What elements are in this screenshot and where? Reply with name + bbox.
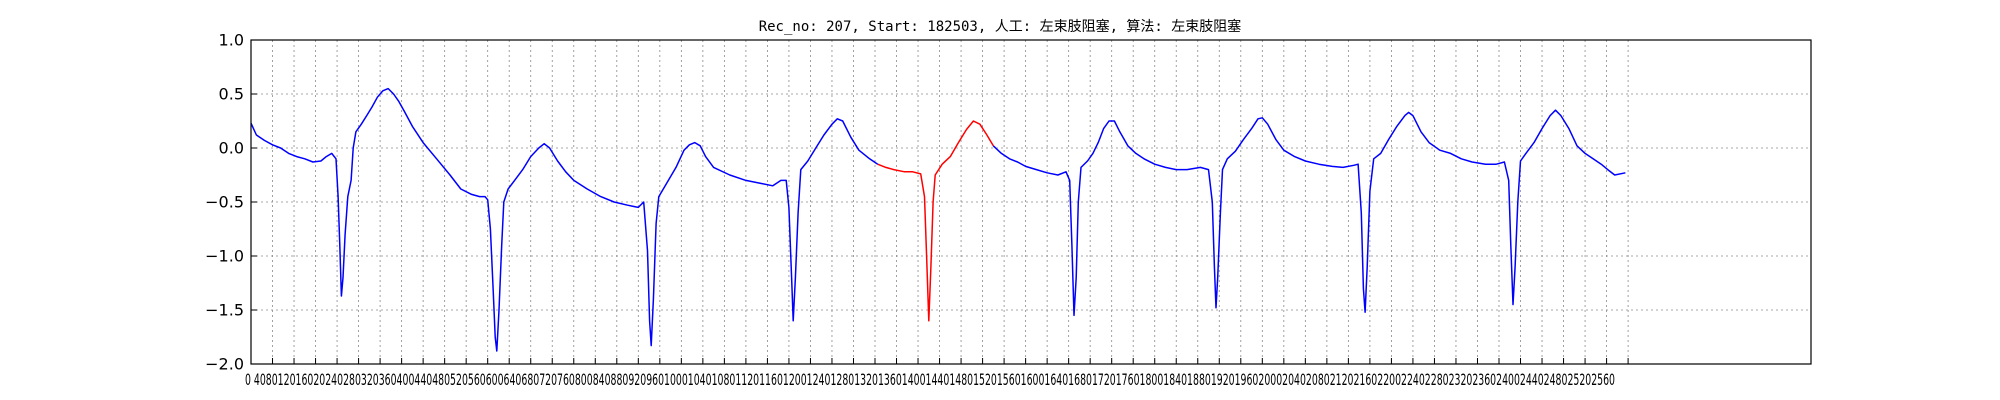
- y-tick-label: −1.0: [205, 247, 244, 266]
- y-tick-label: −0.5: [205, 193, 244, 212]
- y-tick-label: −2.0: [205, 355, 244, 374]
- ecg-highlight-segment: [877, 120, 994, 322]
- ecg-trace-segment: [250, 87, 879, 352]
- y-tick-label: 0.5: [219, 85, 244, 104]
- y-tick-label: −1.5: [205, 301, 244, 320]
- plot-frame: [250, 39, 1812, 365]
- series-layer: [250, 87, 1626, 352]
- y-tick-label: 0.0: [219, 139, 244, 158]
- y-tick-label: 1.0: [219, 31, 244, 50]
- axis-layer: 1.0 0.5 0.0 −0.5 −1.0 −1.5 −2.0: [205, 31, 1629, 374]
- x-tick-labels: 0 40801201602024028032036040044048052056…: [245, 370, 1615, 389]
- ecg-trace-segment: [992, 109, 1626, 317]
- chart-title: Rec_no: 207, Start: 182503, 人工: 左束肢阻塞, 算…: [759, 18, 1242, 35]
- grid-layer: [250, 39, 1811, 365]
